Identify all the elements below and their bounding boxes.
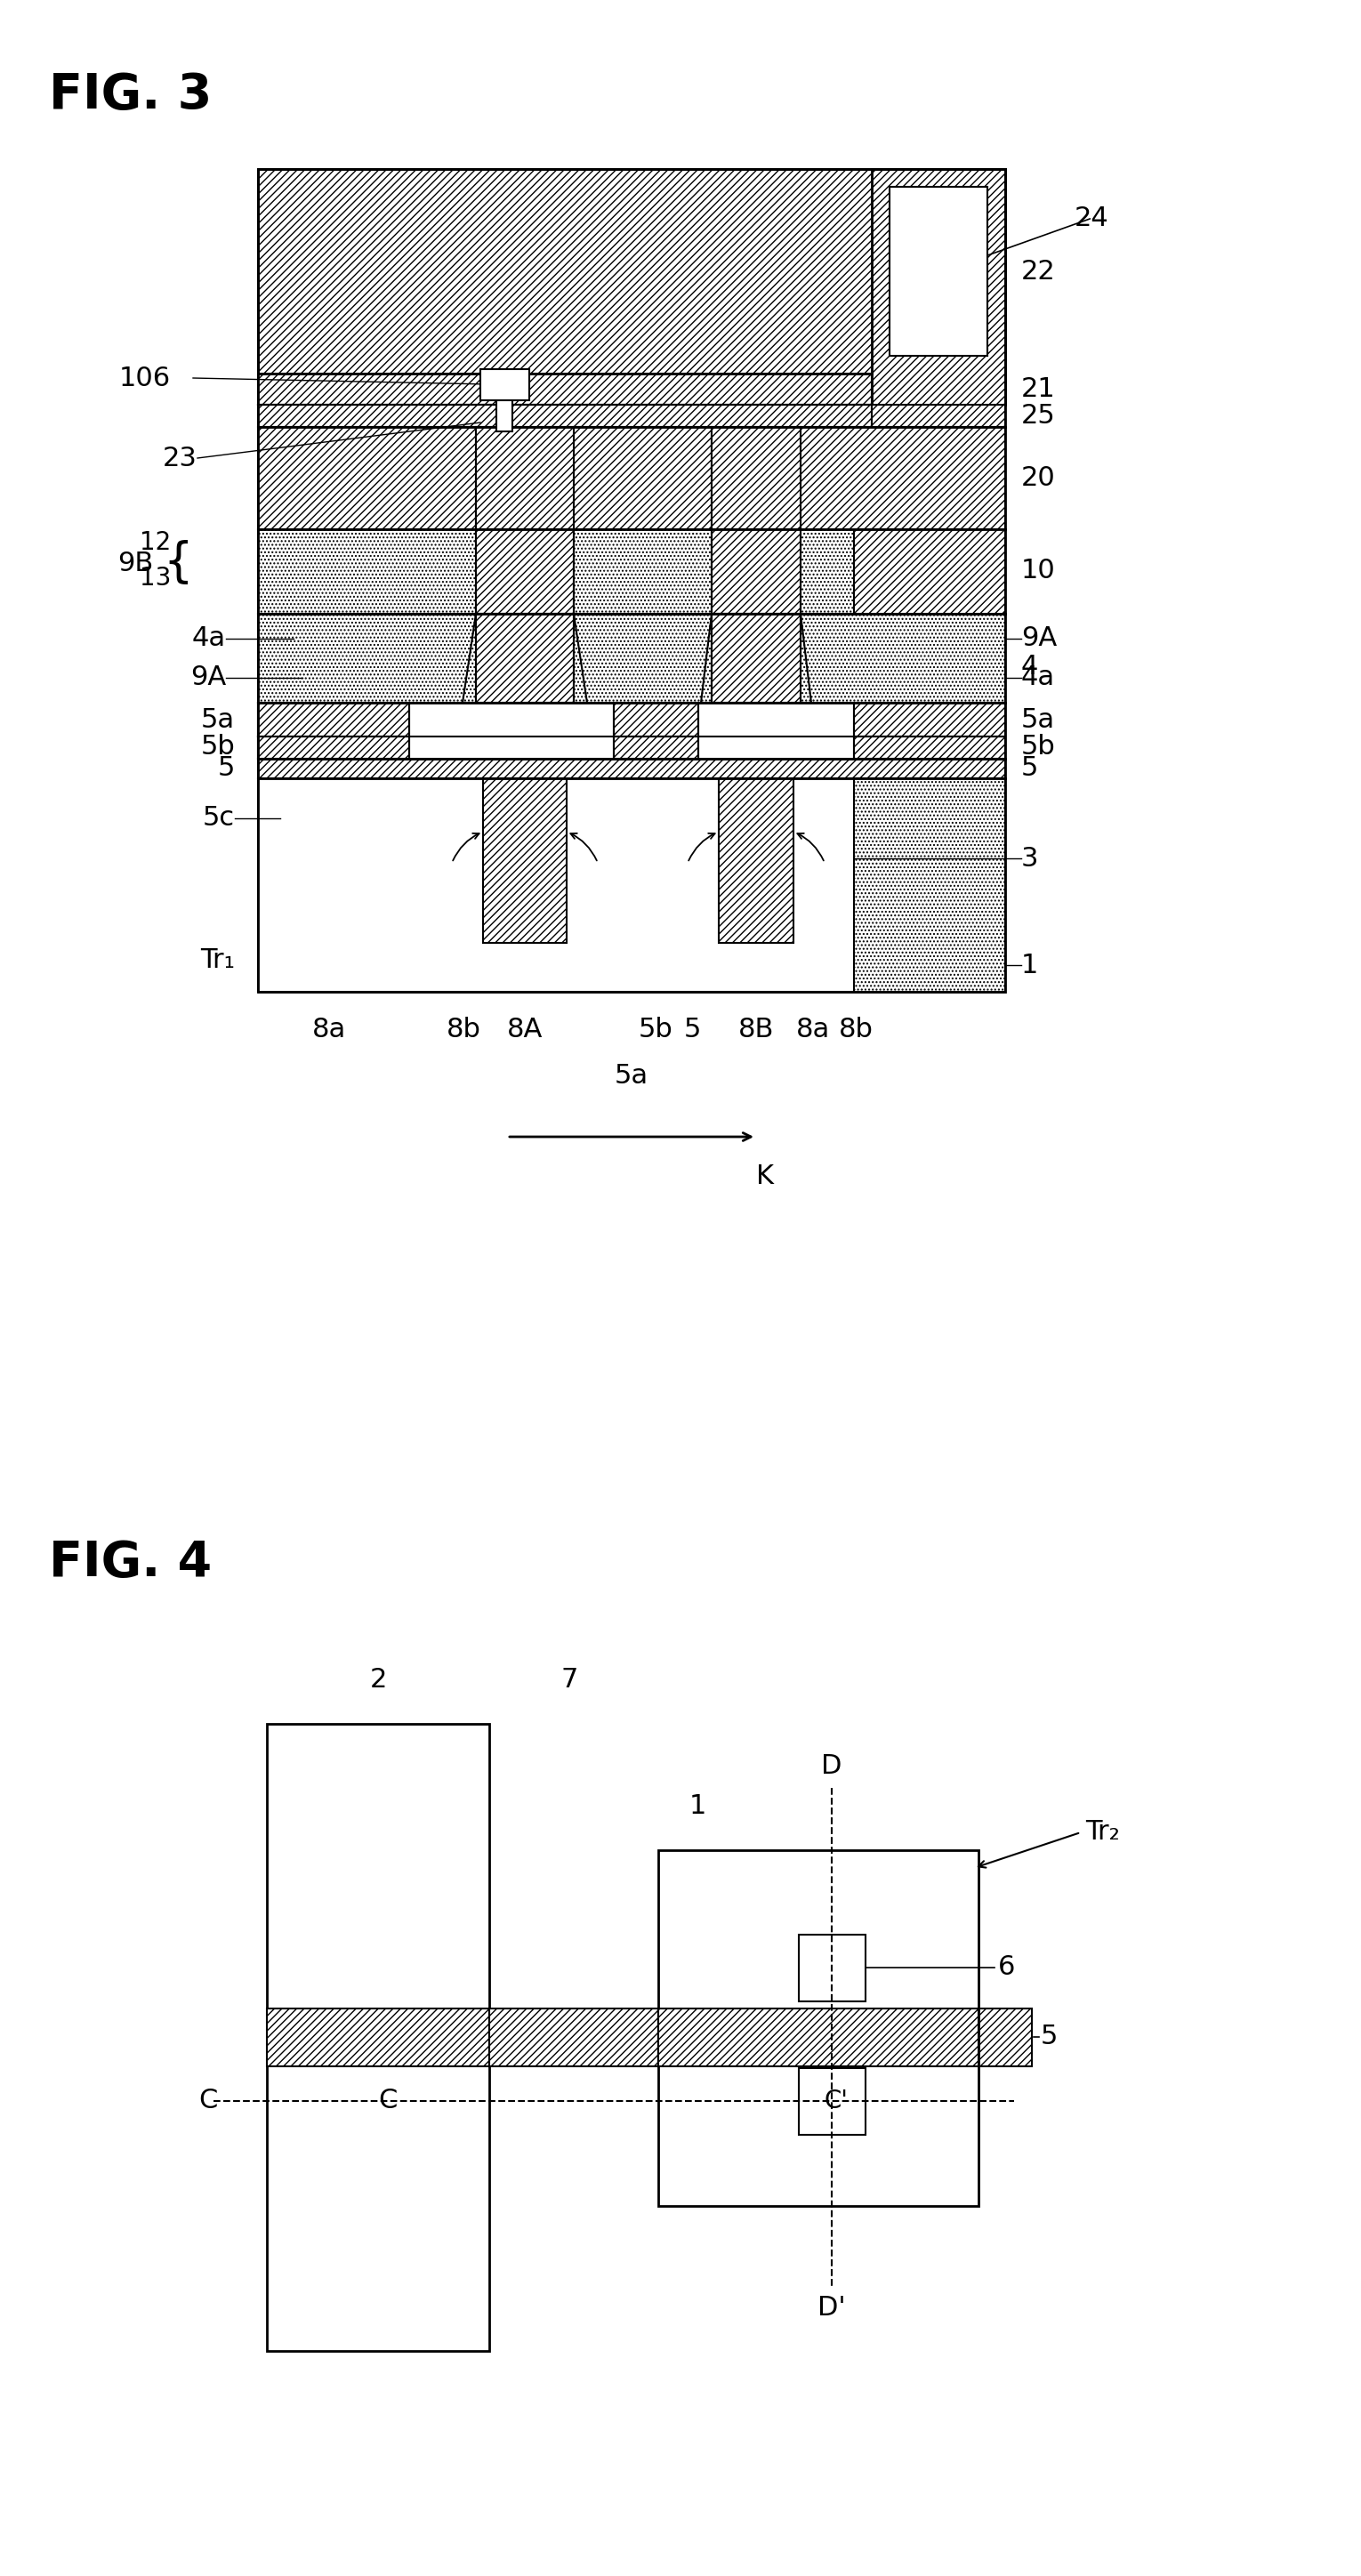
Text: 8B: 8B [738, 1018, 774, 1043]
Text: 20: 20 [1021, 464, 1056, 489]
Text: 4a: 4a [1021, 665, 1055, 690]
Bar [476, 428, 574, 528]
Bar [259, 528, 1006, 613]
Text: 2: 2 [369, 1667, 387, 1692]
Bar [259, 737, 410, 760]
Bar [259, 170, 1006, 374]
Text: 21: 21 [1021, 376, 1056, 402]
Bar [267, 2009, 489, 2066]
Bar [259, 404, 872, 428]
Bar [259, 778, 1006, 992]
Bar [497, 386, 512, 430]
Text: 8b: 8b [838, 1018, 872, 1043]
Text: 5a: 5a [1021, 706, 1055, 732]
Text: 22: 22 [1021, 258, 1056, 283]
Text: 8A: 8A [506, 1018, 543, 1043]
Text: 10: 10 [1021, 559, 1056, 585]
Text: 5b: 5b [638, 1018, 672, 1043]
Bar [659, 1850, 979, 2205]
Bar [659, 2009, 979, 2066]
Text: Tr₂: Tr₂ [1085, 1819, 1120, 1844]
Text: 9A: 9A [191, 665, 226, 690]
Text: 1: 1 [1021, 953, 1038, 979]
Text: Tr₁: Tr₁ [200, 948, 235, 974]
Text: 5a: 5a [201, 706, 235, 732]
Bar [979, 2009, 1032, 2066]
Text: 7: 7 [561, 1667, 578, 1692]
Bar [853, 703, 1006, 737]
Text: C: C [199, 2089, 218, 2115]
Bar [480, 368, 529, 399]
Bar [614, 703, 698, 737]
Bar [614, 737, 698, 760]
Text: 9A: 9A [1021, 626, 1057, 652]
Bar [259, 613, 1006, 703]
Text: D: D [821, 1754, 842, 1780]
Bar [853, 737, 1006, 760]
Text: 4: 4 [1021, 654, 1038, 680]
Text: 5: 5 [683, 1018, 701, 1043]
Text: 8b: 8b [446, 1018, 480, 1043]
Text: 13: 13 [139, 567, 170, 590]
Text: 5: 5 [218, 755, 235, 781]
Text: 23: 23 [163, 446, 197, 471]
Text: 9B: 9B [117, 551, 152, 577]
Text: C': C' [825, 2089, 848, 2112]
Bar [890, 188, 987, 355]
Bar [259, 374, 872, 404]
Bar [659, 2009, 979, 2066]
Bar [712, 528, 800, 613]
Bar [712, 428, 800, 528]
Text: 6: 6 [998, 1955, 1015, 1981]
Text: 5c: 5c [203, 806, 235, 832]
Text: FIG. 3: FIG. 3 [49, 72, 212, 118]
Text: 8a: 8a [312, 1018, 346, 1043]
Bar [574, 428, 712, 528]
Bar [872, 404, 1006, 428]
Bar [267, 1723, 489, 2027]
Bar [489, 2009, 659, 2066]
Bar [719, 778, 793, 943]
Bar [799, 1935, 866, 2002]
Text: 1: 1 [690, 1793, 706, 1819]
Text: 8a: 8a [796, 1018, 830, 1043]
Text: 5b: 5b [200, 734, 235, 760]
Text: FIG. 4: FIG. 4 [49, 1538, 212, 1587]
Bar [267, 2048, 489, 2352]
Bar [872, 170, 1006, 404]
Bar [853, 528, 1006, 613]
Text: 106: 106 [118, 366, 170, 392]
Bar [800, 428, 1006, 528]
Bar [483, 778, 566, 943]
Text: {: { [163, 541, 193, 587]
Text: 5: 5 [1021, 755, 1038, 781]
Text: 5a: 5a [615, 1064, 649, 1090]
Text: 4a: 4a [192, 626, 226, 652]
Bar [259, 428, 476, 528]
Bar [476, 528, 574, 613]
Bar [259, 170, 1006, 992]
Text: 5b: 5b [1021, 734, 1056, 760]
Text: K: K [757, 1164, 774, 1190]
Bar [259, 760, 1006, 778]
Text: 24: 24 [1075, 206, 1109, 232]
Text: C: C [378, 2089, 397, 2115]
Bar [799, 2069, 866, 2136]
Bar [259, 703, 410, 737]
Bar [712, 613, 800, 703]
Text: 5: 5 [1041, 2025, 1057, 2050]
Text: 12: 12 [139, 531, 170, 554]
Text: 25: 25 [1021, 402, 1056, 428]
Text: D': D' [818, 2295, 845, 2321]
Bar [476, 613, 574, 703]
Text: 3: 3 [1021, 845, 1038, 871]
Bar [853, 778, 1006, 992]
